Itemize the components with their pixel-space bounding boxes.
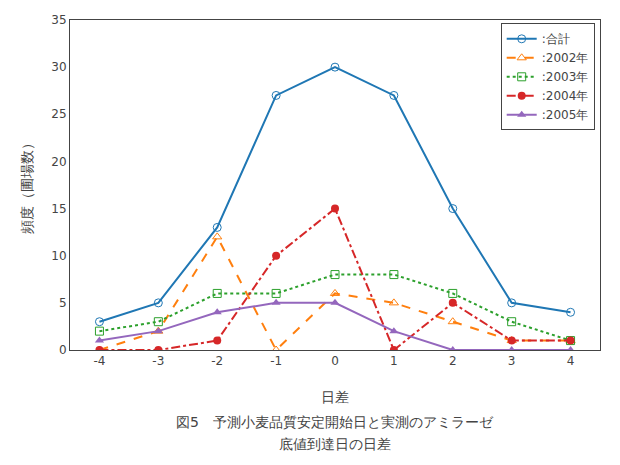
svg-text::合計: :合計	[542, 32, 570, 46]
svg-text:日差: 日差	[321, 389, 349, 405]
svg-text::2004年: :2004年	[542, 89, 589, 103]
svg-text:-2: -2	[211, 354, 223, 368]
svg-text:25: 25	[51, 107, 66, 121]
svg-text:10: 10	[51, 249, 66, 263]
svg-text:-4: -4	[93, 354, 105, 368]
svg-text:頻度（圃場数）: 頻度（圃場数）	[19, 136, 35, 234]
svg-text::2005年: :2005年	[542, 108, 589, 122]
svg-text:5: 5	[59, 296, 67, 310]
svg-text:20: 20	[51, 155, 66, 169]
svg-text:35: 35	[51, 13, 66, 27]
svg-text:4: 4	[567, 354, 575, 368]
svg-text:0: 0	[59, 343, 67, 357]
svg-text:-1: -1	[270, 354, 282, 368]
svg-text::2002年: :2002年	[542, 51, 589, 65]
svg-text:0: 0	[331, 354, 339, 368]
svg-text:15: 15	[51, 202, 66, 216]
svg-text::2003年: :2003年	[542, 70, 589, 84]
svg-text:3: 3	[508, 354, 516, 368]
svg-text:30: 30	[51, 60, 66, 74]
svg-text:2: 2	[449, 354, 457, 368]
svg-text:底値到達日の日差: 底値到達日の日差	[279, 436, 391, 452]
svg-text:1: 1	[390, 354, 398, 368]
svg-text:図5 予測小麦品質安定開始日と実測のアミラーゼ: 図5 予測小麦品質安定開始日と実測のアミラーゼ	[176, 414, 494, 430]
svg-text:-3: -3	[152, 354, 164, 368]
